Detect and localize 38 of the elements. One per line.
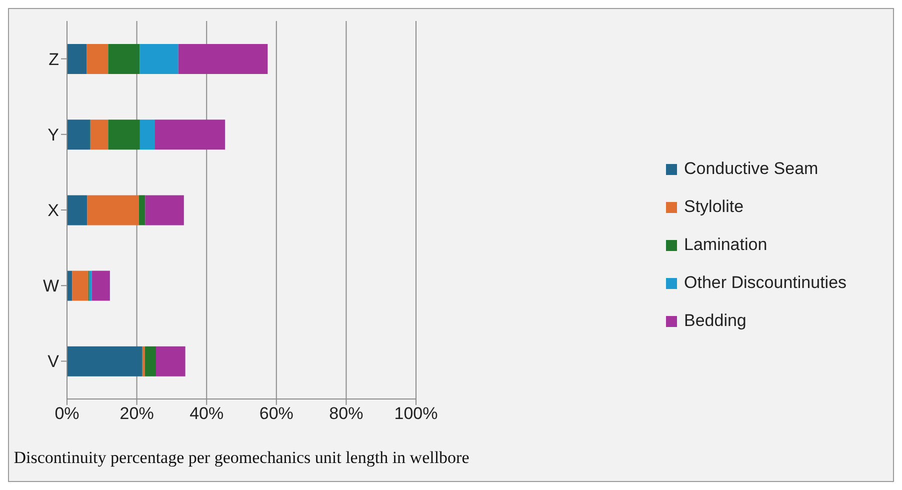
bar [140,120,155,150]
bar [154,120,226,150]
bar [92,270,110,301]
y-tick-label: Z [48,50,59,69]
bar [67,346,142,376]
bar [72,270,88,301]
bar [144,346,156,376]
legend-label: Lamination [684,235,768,255]
legend-label: Other Discountinuties [684,273,847,293]
bar [178,44,268,74]
legend-label: Bedding [684,311,746,331]
y-tick-label: Y [48,125,59,144]
bar [156,346,186,376]
bar [87,195,139,226]
bar [67,120,90,150]
y-tick-label: V [48,352,60,372]
bar [108,120,140,150]
x-axis-title: Discontinuity percentage per geomechanics unit length in wellbore [14,448,470,467]
x-tick-label: 80% [329,404,364,424]
bar [140,44,178,74]
legend-label: Stylolite [684,197,744,217]
x-tick-label: 0% [54,404,80,424]
bar [90,120,108,150]
y-tick-label: X [48,201,59,220]
legend-label: Conductive Seam [684,159,818,179]
y-tick-label: W [42,276,59,296]
bar [89,270,92,301]
bar [67,44,87,74]
x-tick-label: 20% [120,404,154,424]
bar [142,346,145,376]
bar [86,44,108,74]
x-tick-label: 40% [190,404,224,424]
bar [138,195,146,226]
bar [145,195,184,226]
bar [108,44,140,74]
x-tick-label: 60% [259,404,294,424]
x-tick-label: 100% [394,404,438,424]
bar [67,195,88,226]
